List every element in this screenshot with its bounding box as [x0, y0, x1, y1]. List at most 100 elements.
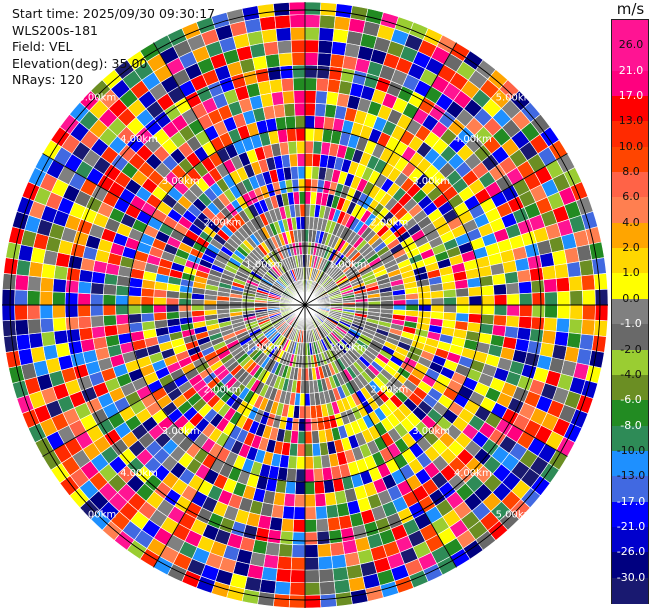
velocity-gate: [493, 294, 508, 306]
velocity-gate: [228, 304, 243, 310]
velocity-gate: [273, 2, 291, 17]
velocity-gate: [275, 568, 292, 583]
velocity-gate: [313, 480, 326, 495]
velocity-gate: [257, 591, 275, 607]
velocity-gate: [297, 430, 306, 445]
velocity-gate: [325, 504, 339, 519]
velocity-gate: [90, 282, 105, 295]
velocity-gate: [298, 405, 306, 419]
velocity-gate: [594, 288, 609, 306]
velocity-gate: [530, 316, 545, 331]
nrays-text: NRays: 120: [12, 72, 84, 87]
velocity-gate: [467, 313, 482, 324]
velocity-gate: [304, 455, 314, 470]
velocity-gate: [78, 269, 94, 283]
velocity-gate: [529, 328, 544, 343]
velocity-gate: [263, 554, 279, 569]
velocity-gate: [333, 15, 351, 32]
colorbar-swatch: [612, 248, 648, 275]
velocity-gate: [259, 15, 277, 32]
velocity-gate: [64, 292, 79, 306]
velocity-gate: [257, 80, 272, 96]
velocity-gate: [493, 314, 508, 327]
velocity-gate: [468, 304, 483, 315]
velocity-gate: [582, 304, 596, 321]
velocity-gate: [288, 594, 306, 609]
velocity-gate: [310, 417, 319, 432]
colorbar-swatch: [612, 172, 648, 199]
range-ring-label: 4.00km: [454, 134, 492, 145]
velocity-gate: [294, 481, 306, 495]
velocity-gate: [541, 265, 557, 281]
velocity-gate: [367, 300, 382, 306]
velocity-gate: [555, 276, 571, 293]
velocity-gate: [265, 541, 281, 557]
velocity-gate: [165, 297, 180, 306]
velocity-gate: [140, 312, 155, 323]
colorbar-tick-label: 10.0: [618, 139, 644, 153]
velocity-gate: [593, 273, 608, 291]
velocity-gate: [304, 594, 322, 609]
velocity-gate: [588, 350, 605, 369]
velocity-gate: [294, 115, 306, 129]
velocity-gate: [290, 26, 306, 41]
velocity-gate: [519, 292, 533, 306]
colorbar-swatch: [612, 146, 648, 173]
colorbar-scale: 26.0 21.0 17.0 13.0 10.0 8.0 6.0 4.0 2.0 1.0 0.0 -1…: [611, 19, 649, 604]
velocity-gate: [304, 443, 314, 457]
velocity-gate: [191, 304, 205, 312]
velocity-gate: [304, 506, 317, 520]
velocity-gate: [14, 304, 28, 321]
velocity-gate: [309, 405, 318, 419]
velocity-gate: [280, 518, 295, 533]
velocity-gate: [90, 304, 104, 317]
velocity-gate: [304, 493, 316, 508]
velocity-gate: [491, 273, 507, 286]
velocity-gate: [5, 241, 22, 260]
velocity-gate: [41, 263, 56, 279]
velocity-gate: [304, 544, 319, 558]
velocity-gate: [128, 286, 143, 297]
velocity-gate: [591, 335, 607, 353]
velocity-gate: [568, 318, 583, 335]
colorbar-swatch: [612, 349, 648, 376]
velocity-gate: [300, 228, 306, 243]
velocity-gate: [304, 153, 314, 167]
colorbar-tick-label: 1.0: [622, 266, 640, 280]
colorbar-swatch: [612, 577, 648, 604]
colorbar-tick-label: 21.0: [618, 63, 644, 77]
velocity-gate: [312, 455, 323, 470]
velocity-gate: [288, 153, 299, 168]
velocity-gate: [26, 304, 41, 320]
velocity-gate: [291, 178, 300, 193]
velocity-gate: [271, 91, 285, 106]
velocity-gate: [315, 518, 330, 533]
velocity-gate: [467, 286, 482, 297]
velocity-gate: [90, 293, 104, 306]
velocity-gate: [304, 430, 313, 445]
velocity-gate: [526, 254, 543, 270]
velocity-gate: [103, 324, 119, 337]
velocity-gate: [115, 313, 130, 326]
velocity-gate: [317, 39, 334, 55]
velocity-gate: [178, 304, 192, 312]
colorbar-swatch: [612, 197, 648, 224]
velocity-gate: [455, 287, 470, 298]
velocity-gate: [153, 296, 167, 306]
velocity-gate: [295, 127, 306, 142]
velocity-gate: [588, 241, 605, 260]
velocity-gate: [39, 317, 55, 334]
range-ring-label: 2.00km: [204, 384, 242, 395]
velocity-gate: [102, 304, 117, 316]
velocity-gate: [516, 327, 532, 341]
velocity-gate: [153, 311, 168, 322]
velocity-gate: [338, 514, 353, 530]
velocity-gate: [288, 1, 306, 16]
velocity-gate: [241, 5, 260, 22]
velocity-gate: [304, 52, 319, 66]
velocity-gate: [241, 588, 260, 605]
velocity-gate: [294, 102, 306, 117]
colorbar-tick-label: -4.0: [620, 367, 642, 381]
velocity-gate: [166, 311, 180, 320]
velocity-gate: [318, 568, 335, 583]
